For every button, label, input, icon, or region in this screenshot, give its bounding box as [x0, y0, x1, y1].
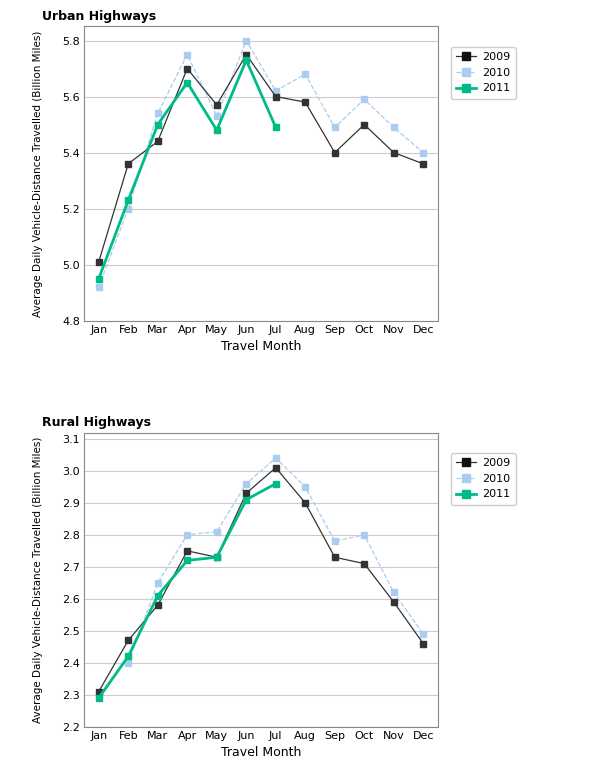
Legend: 2009, 2010, 2011: 2009, 2010, 2011	[451, 453, 515, 505]
Y-axis label: Average Daily Vehicle-Distance Travelled (Billion Miles): Average Daily Vehicle-Distance Travelled…	[33, 437, 43, 723]
Text: Rural Highways: Rural Highways	[41, 416, 151, 428]
X-axis label: Travel Month: Travel Month	[221, 746, 301, 757]
Y-axis label: Average Daily Vehicle-Distance Travelled (Billion Miles): Average Daily Vehicle-Distance Travelled…	[33, 30, 43, 316]
Legend: 2009, 2010, 2011: 2009, 2010, 2011	[451, 47, 515, 99]
Text: Urban Highways: Urban Highways	[41, 10, 155, 23]
X-axis label: Travel Month: Travel Month	[221, 341, 301, 354]
